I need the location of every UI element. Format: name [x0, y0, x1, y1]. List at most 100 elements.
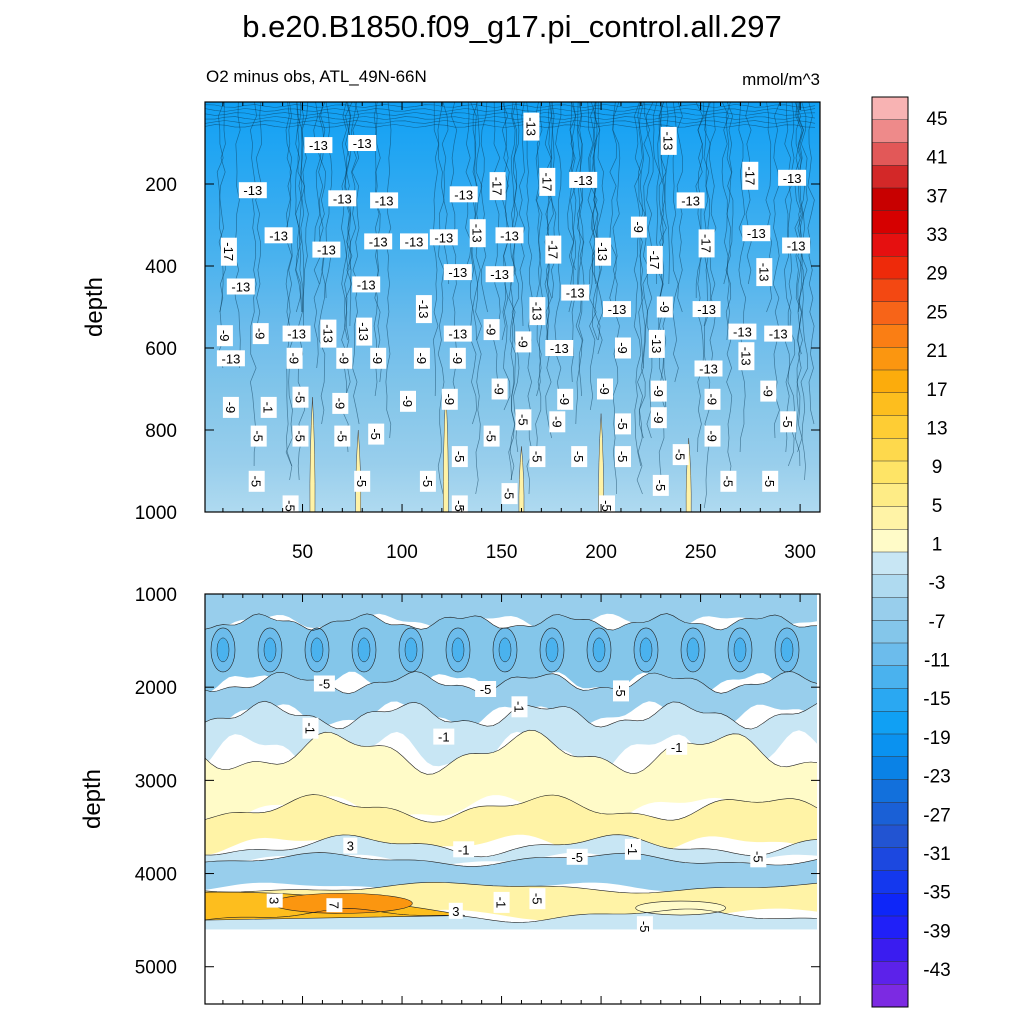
contour-label-text: -5 [484, 430, 499, 442]
contour-label-text: -9 [597, 383, 612, 395]
contour-label-bg [636, 916, 653, 938]
contour-label-text: -13 [369, 234, 388, 249]
colorbar-swatch [872, 324, 908, 348]
upper-ylabel: depth [81, 277, 108, 337]
x-tick-label: 300 [784, 542, 816, 563]
contour-label-bg [523, 112, 540, 141]
contour-label-text: -9 [223, 402, 238, 414]
contour-label-bg [511, 696, 528, 718]
lower-contour-line [205, 834, 818, 858]
lower-contour-line [205, 700, 818, 730]
contour-label-text: -5 [599, 500, 614, 512]
contour-label-bg [648, 329, 665, 358]
contour-label-bg [599, 495, 615, 512]
contour-label-text: 3 [267, 897, 282, 904]
contour-label: -13 [523, 112, 540, 141]
contour-label-bg [483, 425, 500, 447]
contour-label: -9 [252, 323, 269, 345]
colorbar-swatch [872, 620, 908, 644]
contour-label-bg [336, 347, 353, 369]
contour-label-text: -13 [747, 226, 766, 241]
contour-label-text: -9 [760, 385, 775, 397]
contour-label-bg [529, 297, 546, 326]
contour-label-bg [453, 841, 475, 858]
contour-label-bg [491, 378, 508, 400]
x-tick-label: 100 [386, 542, 418, 563]
contour-label: -13 [738, 342, 755, 371]
lower-cold-core [216, 637, 230, 663]
lower-contour-line [205, 852, 818, 867]
contour-label: -5 [475, 681, 497, 697]
contour-label-bg [368, 423, 385, 445]
contour-label-text: -13 [697, 302, 716, 317]
upper-contour-line [696, 102, 705, 453]
contour-label-text: -13 [681, 193, 700, 208]
contour-label-text: -1 [671, 740, 683, 755]
contour-label-bg [603, 301, 631, 318]
upper-frame [204, 101, 821, 513]
contour-label-text: -5 [293, 430, 308, 442]
upper-contour-line [250, 102, 257, 467]
colorbar-swatch [872, 438, 908, 462]
contour-label: -13 [364, 233, 393, 250]
x-tick-label: 150 [486, 542, 518, 563]
y-tick-label: 400 [145, 257, 177, 278]
contour-label: -5 [762, 470, 779, 492]
contour-label-bg [433, 728, 455, 745]
contour-label: -13 [764, 325, 793, 342]
contour-label: -9 [656, 296, 673, 318]
contour-label: -17 [742, 161, 759, 190]
contour-label: -5 [636, 916, 653, 938]
contour-label-text: 7 [326, 902, 341, 909]
contour-label-bg [282, 495, 299, 512]
contour-label-bg [348, 135, 377, 151]
contour-label: -13 [545, 340, 574, 356]
colorbar-swatch [872, 893, 908, 917]
contour-label: -5 [750, 846, 767, 868]
contour-label: 3 [343, 837, 358, 854]
upper-contour-line [437, 102, 445, 495]
colorbar-label: -39 [923, 921, 950, 942]
contour-label-bg [260, 396, 277, 418]
contour-label-text: -13 [783, 171, 802, 186]
contour-label: -13 [756, 258, 773, 287]
contour-label-bg [597, 378, 613, 400]
contour-label-bg [742, 161, 759, 190]
y-tick-label: 3000 [135, 771, 177, 792]
contour-label-bg [694, 360, 723, 377]
upper-contour-line [205, 116, 816, 120]
contour-label-text: -5 [452, 451, 467, 463]
contour-label-bg [704, 388, 721, 410]
contour-label-bg [216, 350, 245, 367]
upper-contour-line [609, 102, 617, 313]
colorbar-swatch [872, 188, 908, 212]
contour-label-bg [449, 186, 478, 203]
contour-label: -1 [511, 696, 528, 718]
colorbar-label: -3 [929, 573, 946, 594]
y-tick-label: 200 [145, 175, 177, 196]
contour-label-text: -13 [405, 234, 424, 249]
upper-contour-line [509, 102, 518, 481]
upper-positive-patch [598, 413, 604, 512]
contour-label-text: -5 [571, 850, 583, 865]
x-tick-label: 250 [685, 542, 717, 563]
contour-label-bg [566, 848, 588, 865]
contour-label: -9 [413, 347, 430, 369]
contour-label: -9 [704, 388, 721, 410]
contour-label: -17 [698, 229, 715, 258]
contour-label-text: -5 [529, 451, 544, 463]
colorbar-label: -15 [923, 689, 950, 710]
upper-contour-line [349, 102, 358, 271]
contour-label: -5 [483, 425, 500, 447]
contour-label: -9 [491, 378, 508, 400]
contour-label-text: -17 [699, 234, 714, 253]
contour-label-bg [660, 126, 677, 155]
chart-subtitle: O2 minus obs, ATL_49N-66N [206, 67, 427, 86]
contour-label: -13 [226, 278, 255, 295]
contour-label-bg [650, 407, 667, 429]
contour-label-bg [728, 323, 757, 340]
contour-label-bg [475, 681, 497, 697]
contour-label-text: -9 [549, 416, 564, 428]
contour-label-bg [415, 295, 432, 324]
lower-contour-line [205, 671, 818, 694]
